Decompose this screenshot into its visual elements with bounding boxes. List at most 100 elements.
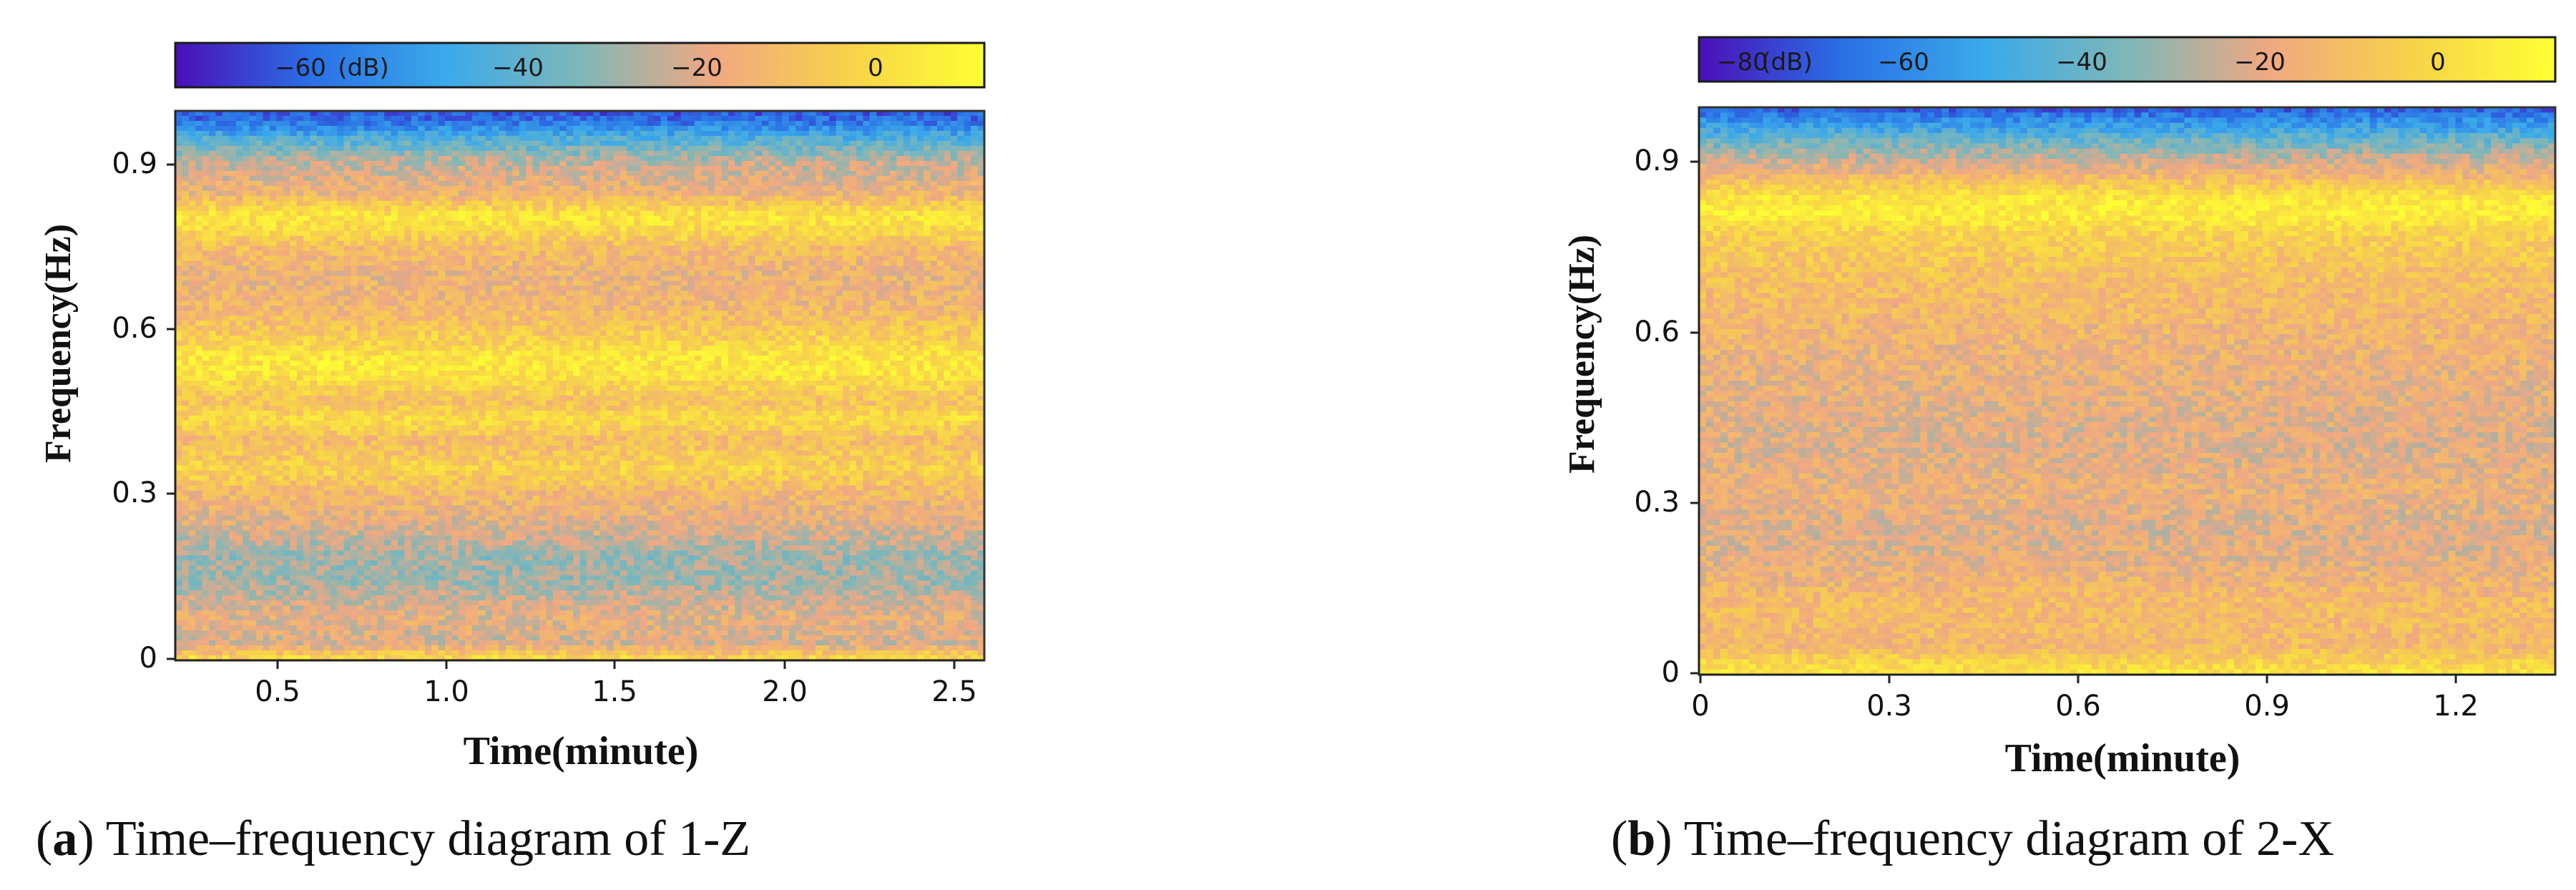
heatmap-cell [303, 220, 311, 227]
heatmap-cell [539, 205, 547, 212]
heatmap-cell [620, 150, 628, 157]
heatmap-cell [613, 190, 621, 197]
heatmap-cell [188, 190, 196, 197]
heatmap-cell [707, 140, 715, 147]
heatmap-cell [451, 125, 459, 132]
heatmap-cell [559, 260, 567, 267]
heatmap-cell [694, 170, 702, 177]
heatmap-cell [330, 305, 338, 311]
heatmap-cell [728, 215, 735, 222]
heatmap-cell [856, 220, 863, 227]
heatmap-cell [721, 195, 729, 202]
heatmap-cell [930, 235, 938, 242]
heatmap-cell [715, 125, 723, 132]
heatmap-cell [856, 195, 863, 202]
heatmap-cell [667, 135, 675, 142]
heatmap-cell [235, 180, 243, 187]
heatmap-cell [795, 130, 803, 137]
heatmap-cell [761, 310, 769, 316]
heatmap-cell [263, 225, 270, 232]
heatmap-cell [215, 260, 223, 267]
heatmap-cell [491, 185, 500, 192]
heatmap-cell [735, 200, 743, 207]
heatmap-cell [910, 160, 918, 167]
heatmap-cell [229, 145, 237, 152]
heatmap-cell [775, 135, 783, 142]
heatmap-cell [431, 210, 439, 217]
heatmap-cell [263, 316, 270, 321]
heatmap-cell [296, 245, 304, 252]
heatmap-cell [829, 225, 837, 232]
heatmap-cell [808, 205, 816, 212]
heatmap-cell [613, 305, 621, 311]
heatmap-cell [175, 200, 183, 207]
heatmap-cell [768, 255, 776, 262]
heatmap-cell [526, 140, 534, 147]
heatmap-cell [721, 245, 729, 252]
heatmap-cell [573, 225, 581, 232]
heatmap-cell [411, 135, 418, 142]
heatmap-cell [607, 130, 614, 137]
heatmap-cell [869, 120, 877, 127]
heatmap-cell [505, 165, 513, 172]
heatmap-cell [829, 195, 837, 202]
heatmap-cell [896, 200, 904, 207]
heatmap-cell [829, 190, 837, 197]
heatmap-cell [843, 310, 851, 316]
heatmap-cell [728, 120, 735, 127]
heatmap-cell [195, 235, 203, 242]
heatmap-cell [559, 185, 567, 192]
heatmap-cell [715, 130, 723, 137]
heatmap-cell [950, 285, 958, 291]
heatmap-cell [182, 310, 190, 316]
heatmap-cell [735, 245, 743, 252]
heatmap-cell [526, 200, 534, 207]
heatmap-cell [761, 200, 769, 207]
heatmap-cell [499, 280, 506, 286]
heatmap-cell [971, 270, 979, 276]
heatmap-cell [849, 190, 857, 197]
heatmap-cell [552, 120, 560, 127]
heatmap-cell [330, 265, 338, 272]
heatmap-cell [519, 300, 527, 306]
heatmap-cell [465, 160, 473, 167]
heatmap-cell [566, 195, 574, 202]
heatmap-cell [586, 240, 594, 247]
heatmap-cell [687, 160, 695, 167]
heatmap-cell [222, 290, 230, 296]
heatmap-cell [559, 180, 567, 187]
heatmap-cell [795, 265, 803, 272]
heatmap-cell [755, 195, 763, 202]
heatmap-cell [586, 140, 594, 147]
heatmap-cell [222, 215, 230, 222]
heatmap-cell [944, 120, 951, 127]
heatmap-cell [876, 190, 884, 197]
heatmap-cell [188, 155, 196, 162]
heatmap-cell [188, 295, 196, 301]
heatmap-cell [485, 316, 493, 321]
heatmap-cell [775, 260, 783, 267]
heatmap-cell [937, 295, 945, 301]
heatmap-cell [802, 250, 810, 257]
heatmap-cell [721, 250, 729, 257]
heatmap-cell [667, 245, 675, 252]
heatmap-cell [505, 290, 513, 296]
heatmap-cell [303, 295, 311, 301]
heatmap-cell [768, 205, 776, 212]
heatmap-cell [485, 185, 493, 192]
heatmap-cell [741, 200, 749, 207]
heatmap-cell [391, 285, 398, 291]
heatmap-cell [599, 295, 607, 301]
heatmap-cell [667, 140, 675, 147]
heatmap-cell [822, 155, 830, 162]
heatmap-cell [944, 255, 951, 262]
heatmap-cell [384, 120, 392, 127]
heatmap-cell [937, 240, 945, 247]
heatmap-cell [680, 195, 688, 202]
heatmap-cell [950, 300, 958, 306]
heatmap-cell [343, 125, 351, 132]
heatmap-cell [290, 300, 298, 306]
heatmap-cell [903, 240, 911, 247]
heatmap-cell [761, 120, 769, 127]
heatmap-cell [748, 230, 756, 237]
